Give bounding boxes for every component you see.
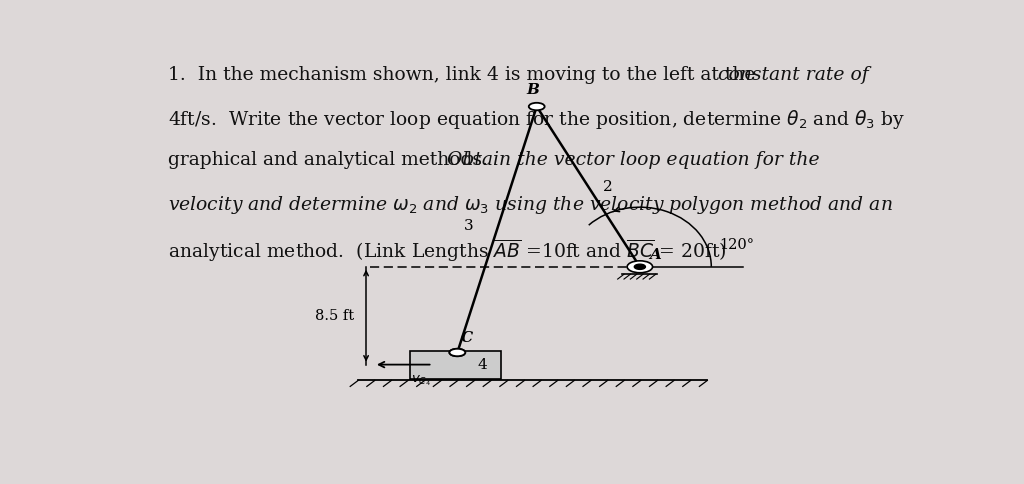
Circle shape: [450, 349, 465, 356]
Text: 8.5 ft: 8.5 ft: [315, 309, 354, 323]
Text: A: A: [649, 248, 662, 262]
Text: 4: 4: [477, 358, 487, 372]
Text: 4ft/s.  Write the vector loop equation for the position, determine $\theta_2$ an: 4ft/s. Write the vector loop equation fo…: [168, 108, 904, 131]
Text: constant rate of: constant rate of: [719, 65, 869, 84]
Circle shape: [632, 263, 648, 271]
Text: 2: 2: [602, 180, 612, 194]
Text: 120°: 120°: [719, 238, 755, 252]
Text: B: B: [526, 83, 540, 97]
Circle shape: [528, 103, 545, 110]
Circle shape: [627, 261, 652, 273]
Text: velocity and determine $\omega_2$ and $\omega_3$ using the velocity polygon meth: velocity and determine $\omega_2$ and $\…: [168, 194, 893, 216]
Text: C: C: [461, 331, 473, 345]
Text: 3: 3: [464, 219, 473, 233]
Text: 1.  In the mechanism shown, link 4 is moving to the left at the: 1. In the mechanism shown, link 4 is mov…: [168, 65, 761, 84]
Text: Obtain the vector loop equation for the: Obtain the vector loop equation for the: [447, 151, 819, 169]
Text: graphical and analytical methods.: graphical and analytical methods.: [168, 151, 500, 169]
Circle shape: [450, 349, 465, 356]
Bar: [410, 350, 501, 378]
Text: analytical method.  (Link Lengths $\overline{AB}$ =10ft and $\overline{BC}$ = 20: analytical method. (Link Lengths $\overl…: [168, 237, 726, 264]
Text: $v_{C_4}$: $v_{C_4}$: [411, 374, 431, 389]
Circle shape: [634, 264, 645, 270]
